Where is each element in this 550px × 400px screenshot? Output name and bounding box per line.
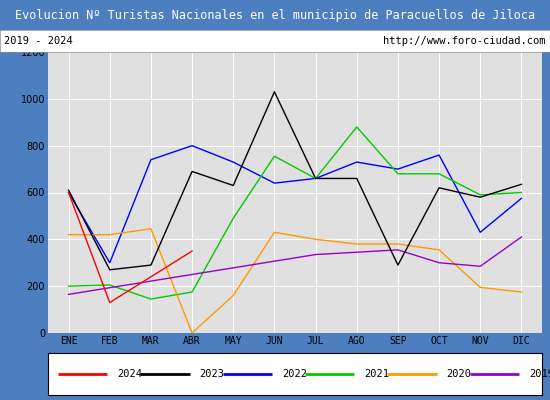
Text: 2022: 2022 [282, 369, 307, 379]
Text: http://www.foro-ciudad.com: http://www.foro-ciudad.com [383, 36, 546, 46]
Text: Evolucion Nº Turistas Nacionales en el municipio de Paracuellos de Jiloca: Evolucion Nº Turistas Nacionales en el m… [15, 8, 535, 22]
Text: 2024: 2024 [117, 369, 142, 379]
Text: 2021: 2021 [364, 369, 389, 379]
Text: 2020: 2020 [447, 369, 471, 379]
Text: 2019: 2019 [529, 369, 550, 379]
Text: 2019 - 2024: 2019 - 2024 [4, 36, 73, 46]
Text: 2023: 2023 [200, 369, 224, 379]
